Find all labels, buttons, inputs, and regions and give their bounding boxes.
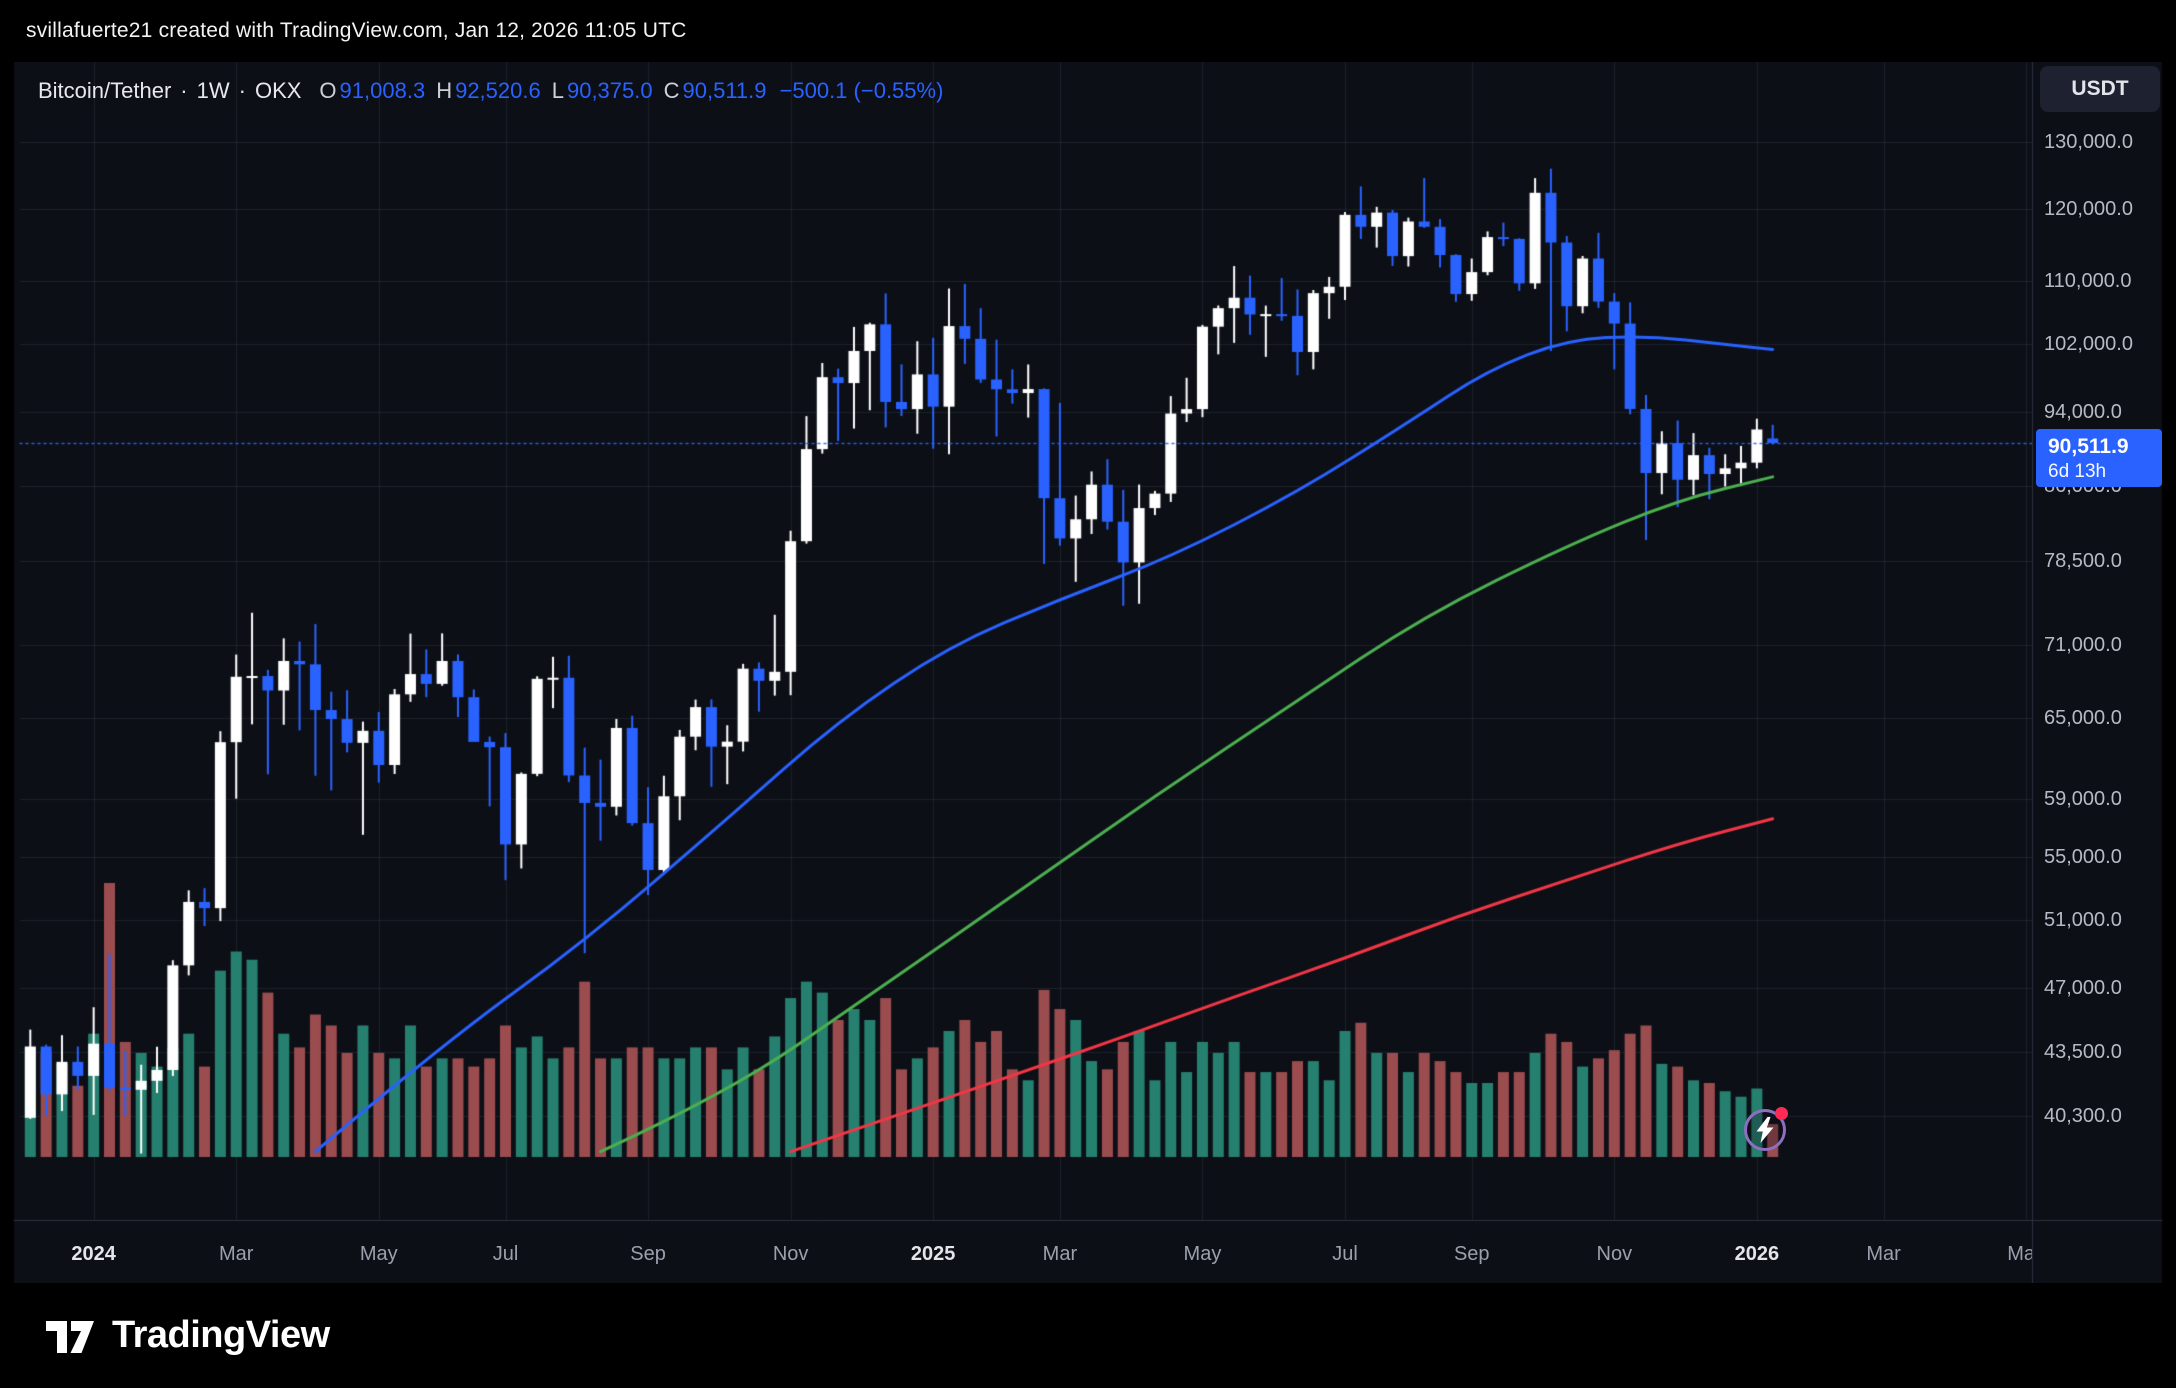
open-value: 91,008.3 bbox=[339, 78, 426, 103]
time-axis-month-label: May bbox=[1183, 1243, 1222, 1265]
bar-countdown: 6d 13h bbox=[2048, 461, 2107, 483]
low-label: L bbox=[551, 78, 564, 103]
low-value: 90,375.0 bbox=[566, 78, 653, 103]
price-tick-label: 71,000.0 bbox=[2044, 633, 2122, 656]
price-scale[interactable]: 130,000.0 120,000.0 110,000.0 102,000.0 94,0… bbox=[2044, 0, 2176, 1283]
high-value: 92,520.6 bbox=[455, 78, 541, 103]
price-tick-label: 59,000.0 bbox=[2044, 787, 2122, 810]
quick-trade-button[interactable] bbox=[1744, 1107, 1788, 1151]
attribution-text: svillafuerte21 created with TradingView.… bbox=[0, 0, 2176, 62]
price-tick-label: 120,000.0 bbox=[2044, 197, 2133, 220]
tradingview-wordmark[interactable]: TradingView bbox=[112, 1314, 330, 1356]
price-tick-label: 43,500.0 bbox=[2044, 1041, 2122, 1064]
price-tick-label: 55,000.0 bbox=[2044, 846, 2122, 869]
time-axis-month-label: Mar bbox=[1042, 1243, 1078, 1265]
bottom-bar: TradingView bbox=[0, 1283, 2176, 1388]
last-price-label: 90,511.9 6d 13h bbox=[2036, 429, 2162, 488]
close-value: 90,511.9 bbox=[682, 78, 767, 103]
price-tick-label: 130,000.0 bbox=[2044, 131, 2133, 154]
price-tick-label: 51,000.0 bbox=[2044, 908, 2122, 931]
price-tick-label: 94,000.0 bbox=[2044, 400, 2122, 423]
interval-label[interactable]: 1W bbox=[196, 78, 230, 103]
currency-toggle-button[interactable]: USDT bbox=[2040, 66, 2160, 112]
high-label: H bbox=[436, 78, 453, 103]
legend-separator: · bbox=[180, 78, 188, 103]
tradingview-logo-icon[interactable] bbox=[46, 1319, 94, 1353]
notification-dot bbox=[1775, 1107, 1788, 1120]
time-axis-month-label: Mar bbox=[218, 1243, 254, 1265]
time-axis-month-label: Mar bbox=[1866, 1243, 1901, 1265]
lightning-bolt-icon bbox=[1756, 1117, 1774, 1143]
time-axis-month-label: Sep bbox=[630, 1243, 666, 1265]
price-tick-label: 47,000.0 bbox=[2044, 976, 2122, 999]
close-label: C bbox=[663, 78, 680, 103]
time-scale[interactable]: 2024 Mar May Jul Sep Nov 2025 Mar May Jul Sep Nov 20… bbox=[0, 1238, 2032, 1270]
price-chart-canvas[interactable] bbox=[0, 62, 2176, 1283]
price-tick-label: 102,000.0 bbox=[2044, 332, 2133, 355]
time-axis-month-label: May bbox=[359, 1243, 398, 1265]
time-axis-year-label: 2024 bbox=[71, 1243, 116, 1265]
price-tick-label: 110,000.0 bbox=[2044, 269, 2132, 292]
time-axis-year-label: 2025 bbox=[910, 1243, 956, 1265]
time-axis-month-label: Jul bbox=[492, 1243, 519, 1265]
symbol-title[interactable]: Bitcoin/Tether bbox=[38, 78, 172, 103]
time-axis-month-label: Sep bbox=[1453, 1243, 1490, 1265]
time-axis-month-label: Nov bbox=[1596, 1243, 1633, 1265]
time-axis-month-label: May bbox=[2007, 1243, 2032, 1265]
price-tick-label: 40,300.0 bbox=[2044, 1104, 2122, 1127]
exchange-label: OKX bbox=[254, 78, 302, 103]
price-tick-label: 78,500.0 bbox=[2044, 550, 2122, 573]
time-axis-month-label: Jul bbox=[1332, 1243, 1358, 1265]
time-axis-year-label: 2026 bbox=[1734, 1243, 1780, 1265]
price-change: −500.1 (−0.55%) bbox=[779, 78, 944, 103]
legend-separator: · bbox=[238, 78, 246, 103]
last-price-value: 90,511.9 bbox=[2048, 435, 2129, 459]
time-axis-month-label: Nov bbox=[772, 1243, 809, 1265]
open-label: O bbox=[319, 78, 337, 103]
symbol-legend: Bitcoin/Tether · 1W · OKX O 91,008.3 H 92,520.6 L… bbox=[38, 78, 943, 104]
price-tick-label: 65,000.0 bbox=[2044, 707, 2122, 730]
